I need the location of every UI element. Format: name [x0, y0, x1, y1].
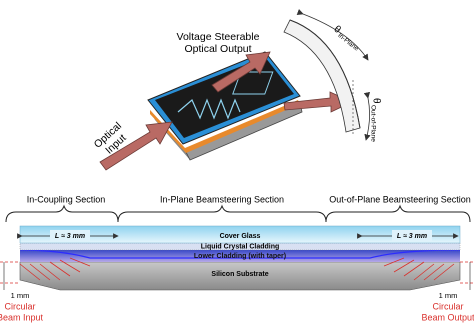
- theta-symbol: θ: [370, 98, 381, 104]
- beam-arrows: [99, 51, 353, 171]
- steering-fan: [283, 9, 371, 141]
- layer-stack: [19, 225, 461, 291]
- layer-label: Cover Glass: [220, 233, 261, 240]
- length-label-bg: [50, 230, 90, 241]
- output-label: Voltage Steerable: [177, 31, 260, 43]
- in-plane-label: θ In-Plane: [332, 24, 361, 53]
- section-label: In-Plane Beamsteering Section: [160, 194, 284, 204]
- layer-label: Lower Cladding (with taper): [194, 253, 286, 260]
- beam-label: Circular: [4, 301, 35, 311]
- beam-label: Circular: [432, 301, 463, 311]
- beam-rays: [0, 257, 474, 290]
- device: [147, 51, 303, 161]
- length-label: L ≈ 3 mm: [55, 233, 85, 240]
- theta-subscript: In-Plane: [336, 32, 360, 53]
- output-label: Optical Output: [184, 43, 251, 55]
- beam-size: 1 mm: [11, 291, 30, 300]
- layer-label: Liquid Crystal Cladding: [201, 243, 280, 250]
- beam-size: 1 mm: [439, 291, 458, 300]
- section-braces: [5, 204, 471, 223]
- section-label: Out-of-Plane Beamsteering Section: [329, 194, 471, 204]
- length-label-bg: [392, 230, 432, 241]
- beam-label: Beam Input: [0, 312, 44, 322]
- section-label: In-Coupling Section: [27, 194, 106, 204]
- out-of-plane-label: θ Out-of-Plane: [369, 98, 381, 142]
- theta-symbol: θ: [332, 24, 344, 36]
- layer-label: Silicon Substrate: [211, 271, 268, 278]
- beam-label: Beam Output: [421, 312, 474, 322]
- theta-subscript: Out-of-Plane: [369, 105, 376, 142]
- length-label: L ≈ 3 mm: [397, 233, 427, 240]
